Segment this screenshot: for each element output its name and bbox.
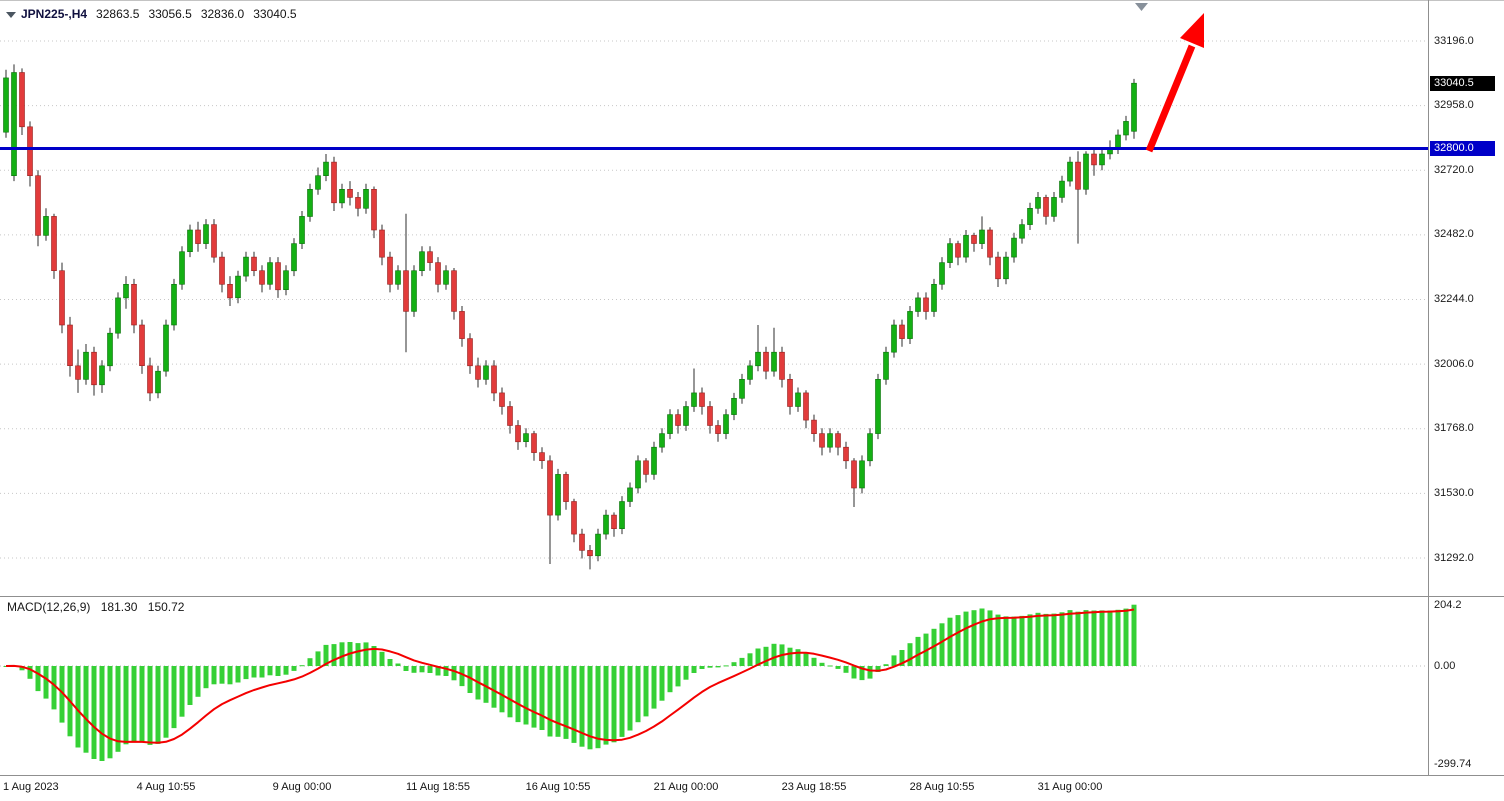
macd-name: MACD(12,26,9) bbox=[7, 600, 91, 614]
macd-tick-label: -299.74 bbox=[1434, 758, 1472, 771]
macd-tick-label: 204.2 bbox=[1434, 599, 1462, 611]
time-tick-label: 31 Aug 00:00 bbox=[1037, 781, 1103, 793]
time-tick-label: 9 Aug 00:00 bbox=[272, 781, 332, 793]
hline-price-tag: 32800.0 bbox=[1430, 141, 1495, 156]
price-tick-label: 33196.0 bbox=[1434, 34, 1474, 47]
top-border bbox=[0, 0, 1504, 1]
open-value: 32863.5 bbox=[96, 7, 140, 21]
chart-header: JPN225-,H4 32863.5 33056.5 32836.0 33040… bbox=[6, 7, 297, 21]
price-tick-label: 32720.0 bbox=[1434, 163, 1474, 176]
price-tick-label: 31768.0 bbox=[1434, 422, 1474, 435]
macd-signal-line bbox=[5, 608, 1135, 744]
time-axis[interactable]: 1 Aug 2023 4 Aug 10:55 9 Aug 00:00 11 Aug 1… bbox=[0, 776, 1504, 801]
symbol-dropdown-icon[interactable] bbox=[6, 11, 16, 18]
price-tick-label: 31292.0 bbox=[1434, 551, 1474, 564]
time-tick-label: 1 Aug 2023 bbox=[3, 781, 59, 793]
price-tick-label: 32482.0 bbox=[1434, 228, 1474, 241]
arrow-anchor-icon bbox=[1135, 3, 1148, 11]
close-value: 33040.5 bbox=[253, 7, 297, 21]
macd-chart[interactable] bbox=[0, 597, 1429, 775]
macd-axis[interactable]: 204.2 0.00 -299.74 bbox=[1429, 597, 1504, 775]
macd-indicator-label: MACD(12,26,9) 181.30 150.72 bbox=[7, 600, 184, 614]
last-price-tag: 33040.5 bbox=[1430, 75, 1495, 91]
price-tick-label: 32244.0 bbox=[1434, 293, 1474, 305]
symbol-period-label: JPN225-,H4 bbox=[21, 7, 88, 21]
price-axis[interactable]: 33196.0 32958.0 32720.0 32482.0 32244.0 32006… bbox=[1429, 0, 1504, 596]
candlestick-chart[interactable] bbox=[0, 0, 1429, 596]
price-tick-label: 32006.0 bbox=[1434, 357, 1474, 370]
time-tick-label: 16 Aug 10:55 bbox=[525, 781, 591, 793]
time-axis-separator bbox=[0, 775, 1504, 776]
time-tick-label: 4 Aug 10:55 bbox=[136, 781, 196, 793]
time-tick-label: 21 Aug 00:00 bbox=[653, 781, 719, 793]
macd-tick-label: 0.00 bbox=[1434, 659, 1456, 672]
price-axis-separator bbox=[1428, 0, 1429, 775]
time-tick-label: 28 Aug 10:55 bbox=[909, 781, 975, 793]
price-tick-label: 32958.0 bbox=[1434, 99, 1474, 112]
time-tick-label: 23 Aug 18:55 bbox=[781, 781, 847, 793]
trend-arrow[interactable] bbox=[1145, 13, 1204, 153]
high-value: 33056.5 bbox=[148, 7, 192, 21]
macd-signal-value: 150.72 bbox=[147, 600, 185, 614]
candlesticks-layer bbox=[3, 64, 1137, 570]
macd-separator bbox=[0, 596, 1504, 597]
low-value: 32836.0 bbox=[200, 7, 245, 21]
price-tick-label: 31530.0 bbox=[1434, 486, 1474, 499]
time-tick-label: 11 Aug 18:55 bbox=[405, 781, 471, 793]
macd-main-value: 181.30 bbox=[100, 600, 138, 614]
